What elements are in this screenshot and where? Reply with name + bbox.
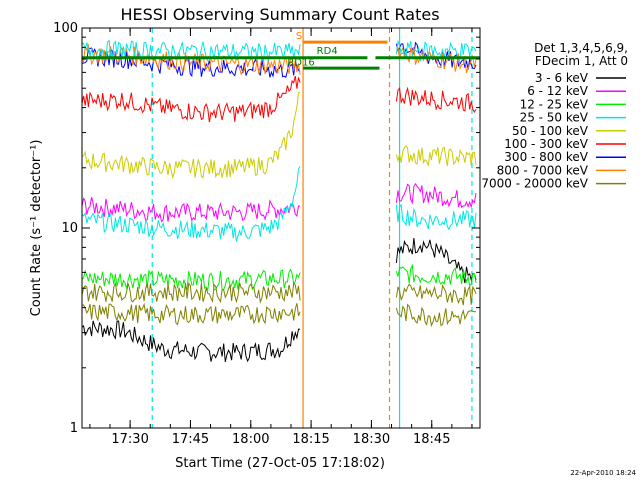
y-tick-label-1: 10 <box>61 221 78 236</box>
x-tick-label-1: 17:45 <box>172 432 209 447</box>
series-1-before <box>81 196 301 223</box>
data-gap-0 <box>305 28 398 428</box>
series-5-before <box>81 75 301 123</box>
series-1-after <box>395 182 477 209</box>
series-5-after <box>395 86 477 113</box>
series-9-before <box>81 281 301 304</box>
y-tick-label-2: 100 <box>53 21 78 36</box>
annotation-0: S <box>296 31 302 42</box>
x-tick-label-5: 18:45 <box>413 432 450 447</box>
footer-date: 22-Apr-2010 18:24 <box>570 469 636 477</box>
x-tick-label-2: 18:00 <box>232 432 269 447</box>
series-2-after <box>395 263 477 287</box>
annotation-2: RD16 <box>287 57 314 68</box>
legend: Det 1,3,4,5,6,9, FDecim 1, Att 0 3 - 6 k… <box>481 41 628 191</box>
series-6 <box>81 41 477 78</box>
chart-title: HESSI Observing Summary Count Rates <box>120 5 439 24</box>
series-3-after <box>395 203 477 231</box>
series-4-before <box>81 92 301 180</box>
legend-label-1: 6 - 12 keV <box>527 84 589 98</box>
x-axis-label: Start Time (27-Oct-05 17:18:02) <box>175 456 385 471</box>
legend-label-8: 7000 - 20000 keV <box>481 177 588 191</box>
series-6-before <box>81 47 301 78</box>
series-7-before <box>81 43 301 76</box>
series-4-after <box>395 145 477 167</box>
legend-header-line-1: Det 1,3,4,5,6,9, <box>534 41 628 55</box>
legend-label-4: 50 - 100 keV <box>512 124 589 138</box>
series-6-after <box>395 41 477 70</box>
series-2-before <box>81 268 301 292</box>
series-9 <box>81 281 477 306</box>
legend-label-7: 800 - 7000 keV <box>497 163 589 177</box>
legend-label-6: 300 - 800 keV <box>504 150 588 164</box>
series-8-before <box>81 302 301 326</box>
annotation-1: RD4 <box>317 46 338 57</box>
series-2 <box>81 263 477 292</box>
series-8-after <box>395 303 476 328</box>
x-tick-label-3: 18:15 <box>292 432 329 447</box>
legend-label-0: 3 - 6 keV <box>535 71 589 85</box>
x-tick-label-4: 18:30 <box>353 432 390 447</box>
y-axis-label: Count Rate (s⁻¹ detector⁻¹) <box>29 140 44 317</box>
series-4 <box>81 92 477 180</box>
legend-label-2: 12 - 25 keV <box>520 97 589 111</box>
series-1 <box>81 182 477 223</box>
legend-header-line-2: FDecim 1, Att 0 <box>535 54 628 68</box>
series-10-after <box>395 39 477 62</box>
series-0-before <box>81 320 301 363</box>
series-8 <box>81 302 476 328</box>
legend-label-5: 100 - 300 keV <box>504 137 588 151</box>
series-5 <box>81 75 477 123</box>
series-3-before <box>81 166 301 242</box>
y-tick-label-0: 1 <box>70 421 78 436</box>
series-3 <box>81 166 477 242</box>
x-tick-label-0: 17:30 <box>111 432 148 447</box>
legend-label-3: 25 - 50 keV <box>520 111 589 125</box>
series-9-after <box>395 283 477 306</box>
